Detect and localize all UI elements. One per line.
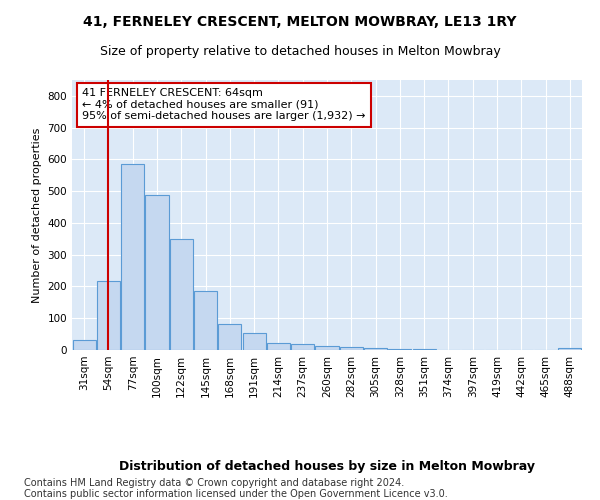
Bar xyxy=(388,349,412,350)
Text: 41, FERNELEY CRESCENT, MELTON MOWBRAY, LE13 1RY: 41, FERNELEY CRESCENT, MELTON MOWBRAY, L… xyxy=(83,15,517,29)
Bar xyxy=(242,332,266,350)
Bar xyxy=(267,343,290,350)
Bar xyxy=(364,348,387,350)
Bar xyxy=(218,324,241,350)
Bar xyxy=(121,164,144,350)
Bar xyxy=(559,348,581,350)
Bar xyxy=(170,239,193,350)
Text: Contains public sector information licensed under the Open Government Licence v3: Contains public sector information licen… xyxy=(24,489,448,499)
Text: Distribution of detached houses by size in Melton Mowbray: Distribution of detached houses by size … xyxy=(119,460,535,473)
Bar xyxy=(340,347,363,350)
Text: 41 FERNELEY CRESCENT: 64sqm
← 4% of detached houses are smaller (91)
95% of semi: 41 FERNELEY CRESCENT: 64sqm ← 4% of deta… xyxy=(82,88,366,122)
Text: Size of property relative to detached houses in Melton Mowbray: Size of property relative to detached ho… xyxy=(100,45,500,58)
Bar xyxy=(97,281,120,350)
Bar xyxy=(291,344,314,350)
Text: Contains HM Land Registry data © Crown copyright and database right 2024.: Contains HM Land Registry data © Crown c… xyxy=(24,478,404,488)
Bar xyxy=(145,195,169,350)
Bar xyxy=(194,291,217,350)
Y-axis label: Number of detached properties: Number of detached properties xyxy=(32,128,42,302)
Bar xyxy=(316,346,338,350)
Bar xyxy=(73,340,95,350)
